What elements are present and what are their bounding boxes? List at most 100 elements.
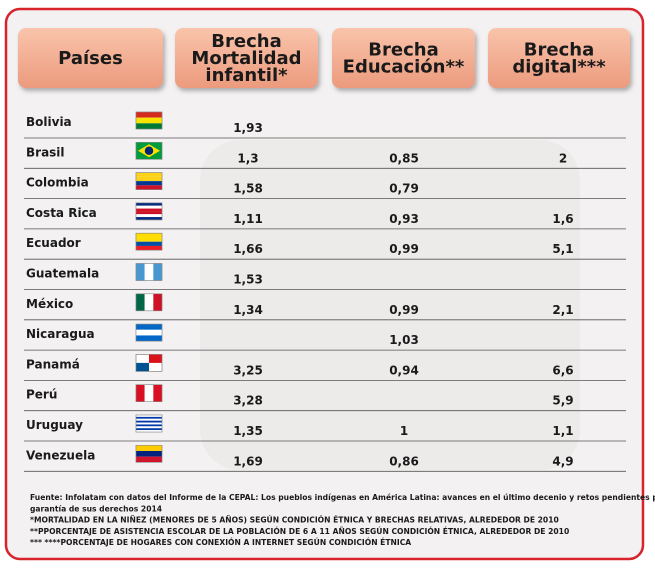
flag-stripe [136, 426, 162, 429]
cell-value: 0,85 [389, 151, 419, 165]
footnote: *** ****PORCENTAJE DE HOGARES CON CONEXI… [30, 538, 411, 547]
flag-stripe [136, 428, 162, 431]
cell-value: 0,79 [389, 182, 419, 196]
flag-stripe [136, 329, 162, 336]
flag-border [135, 172, 163, 190]
flag-stripe [136, 450, 162, 457]
flag-stripe [144, 293, 154, 311]
header-text: Países [58, 48, 123, 69]
flag-stripe [136, 335, 162, 342]
flag-stripe [136, 430, 162, 432]
cell-value: 1,11 [233, 212, 263, 226]
header-text: Brecha [211, 31, 281, 52]
flag-shape [144, 146, 154, 156]
country-name: México [26, 297, 73, 311]
flag-border [135, 263, 163, 281]
flag-stripe [144, 263, 154, 281]
header-text: infantil* [205, 65, 288, 86]
cell-value: 1,53 [233, 273, 263, 287]
flag-border [135, 232, 163, 251]
cell-value: 1,66 [233, 242, 263, 256]
flag-stripe [136, 211, 162, 215]
cell-value: 1,69 [233, 454, 263, 468]
cell-value: 0,99 [389, 303, 419, 317]
country-name: Venezuela [26, 448, 95, 462]
cell-value: 1,58 [233, 182, 263, 196]
flag-stripe [153, 263, 162, 281]
country-name: Brasil [26, 145, 65, 159]
flag-border [135, 293, 163, 312]
flag-stripe [136, 112, 162, 118]
header-text: digital*** [512, 57, 606, 78]
flag-stripe [136, 176, 162, 182]
country-name: Uruguay [26, 418, 83, 432]
country-name: Panamá [26, 357, 80, 371]
header-text: Brecha [368, 40, 438, 61]
flag-border [135, 111, 163, 130]
header-text: Educación** [343, 57, 465, 78]
header-box [332, 28, 475, 88]
footnote: **PPORCENTAJE DE ASISTENCIA ESCOLAR DE L… [30, 527, 569, 536]
flag-border [135, 202, 163, 221]
flag-stripe [144, 384, 154, 402]
table: PaísesBrechaMortalidadinfantil*BrechaEdu… [18, 28, 655, 547]
cell-value: 0,99 [389, 242, 419, 256]
country-name: Ecuador [26, 236, 81, 250]
flag-border [135, 142, 163, 160]
cell-value: 4,9 [552, 454, 573, 468]
cell-value: 3,28 [233, 394, 263, 408]
flag-stripe [136, 324, 162, 330]
flag-border [135, 414, 163, 433]
flag-stripe [136, 445, 162, 451]
country-name: Nicaragua [26, 327, 95, 341]
cell-value: 1,35 [233, 424, 263, 438]
flag-border [135, 323, 163, 342]
header-box [175, 28, 318, 88]
flag-stripe [136, 217, 162, 220]
cell-value: 2,1 [552, 303, 573, 317]
cell-value: 6,6 [552, 363, 573, 377]
flag-stripe [136, 420, 162, 423]
flag-stripe [149, 354, 162, 363]
flag-stripe [136, 362, 149, 372]
flag-stripe [136, 208, 162, 212]
flag-border [135, 444, 163, 463]
cell-value: 1 [400, 424, 408, 438]
background-image [200, 140, 580, 470]
cell-value: 3,25 [233, 363, 263, 377]
cell-value: 5,1 [552, 242, 573, 256]
flag-stripe [136, 293, 145, 311]
header-text: Mortalidad [191, 48, 301, 69]
flag-stripe [136, 123, 162, 129]
flag-stripe [136, 185, 162, 190]
country-name: Colombia [26, 176, 89, 190]
flag-stripe [153, 293, 162, 311]
flag-stripe [136, 172, 162, 177]
flag-stripe [136, 384, 145, 402]
country-name: Guatemala [26, 267, 99, 281]
flag-stripe [136, 181, 162, 186]
header-text: Brecha [524, 40, 594, 61]
flag-stripe [136, 205, 162, 209]
flag-stripe [136, 241, 162, 246]
flag-stripe [136, 233, 162, 238]
flag-stripe [136, 422, 162, 425]
footnote: *MORTALIDAD EN LA NIÑEZ (MENORES DE 5 AÑ… [30, 516, 559, 525]
flag-stripe [136, 418, 162, 421]
country-name: Bolivia [26, 115, 72, 129]
flag-stripe [136, 416, 162, 419]
country-name: Perú [26, 388, 57, 402]
cell-value: 1,03 [389, 333, 419, 347]
cell-value: 1,6 [552, 212, 573, 226]
cell-value: 1,3 [237, 151, 258, 165]
header-box [488, 28, 630, 88]
flag-stripe [136, 263, 145, 281]
country-name: Costa Rica [26, 206, 97, 220]
flag-stripe [136, 456, 162, 463]
flag-stripe [136, 202, 162, 206]
flag-stripe [136, 214, 162, 218]
cell-value: 5,9 [552, 394, 573, 408]
cell-value: 0,93 [389, 212, 419, 226]
footnote: garantía de sus derechos 2014 [30, 504, 162, 513]
